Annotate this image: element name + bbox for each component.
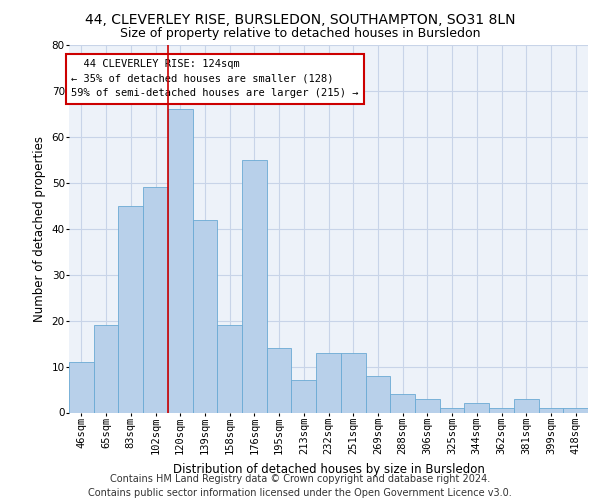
Bar: [143, 188, 168, 412]
Bar: [316, 353, 341, 412]
Bar: [341, 353, 365, 412]
Bar: [563, 408, 588, 412]
Bar: [168, 110, 193, 412]
Bar: [69, 362, 94, 412]
Y-axis label: Number of detached properties: Number of detached properties: [33, 136, 46, 322]
Bar: [440, 408, 464, 412]
Text: 44 CLEVERLEY RISE: 124sqm
← 35% of detached houses are smaller (128)
59% of semi: 44 CLEVERLEY RISE: 124sqm ← 35% of detac…: [71, 59, 359, 98]
Bar: [217, 325, 242, 412]
Bar: [539, 408, 563, 412]
Bar: [390, 394, 415, 412]
X-axis label: Distribution of detached houses by size in Bursledon: Distribution of detached houses by size …: [173, 462, 484, 475]
Bar: [464, 404, 489, 412]
Bar: [267, 348, 292, 412]
Bar: [365, 376, 390, 412]
Text: Size of property relative to detached houses in Bursledon: Size of property relative to detached ho…: [120, 28, 480, 40]
Text: 44, CLEVERLEY RISE, BURSLEDON, SOUTHAMPTON, SO31 8LN: 44, CLEVERLEY RISE, BURSLEDON, SOUTHAMPT…: [85, 12, 515, 26]
Bar: [193, 220, 217, 412]
Bar: [514, 398, 539, 412]
Bar: [242, 160, 267, 412]
Bar: [94, 325, 118, 412]
Text: Contains HM Land Registry data © Crown copyright and database right 2024.
Contai: Contains HM Land Registry data © Crown c…: [88, 474, 512, 498]
Bar: [118, 206, 143, 412]
Bar: [489, 408, 514, 412]
Bar: [415, 398, 440, 412]
Bar: [292, 380, 316, 412]
